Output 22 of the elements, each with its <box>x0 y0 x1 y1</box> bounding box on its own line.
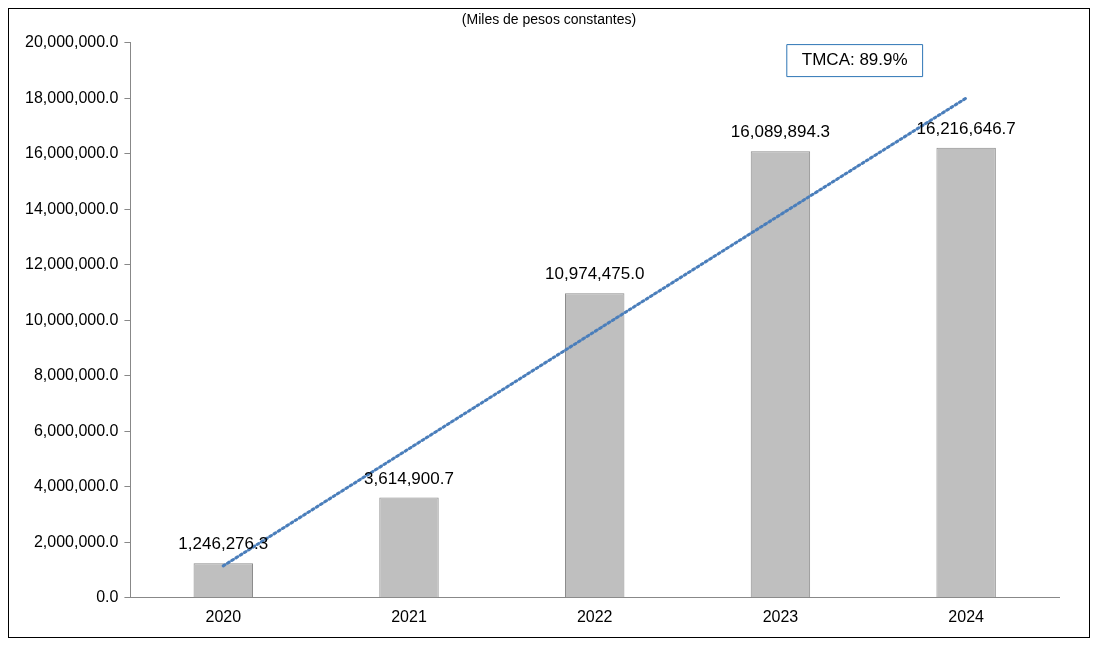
x-tick-label: 2021 <box>391 607 427 625</box>
data-label: 16,089,894.3 <box>730 122 831 142</box>
chart-subtitle: (Miles de pesos constantes) <box>460 10 638 27</box>
x-tick-label: 2022 <box>576 607 613 625</box>
y-tick-label: 16,000,000.0 <box>25 144 119 162</box>
data-label: 10,974,475.0 <box>545 264 645 284</box>
y-tick-label: 4,000,000.0 <box>33 477 119 495</box>
y-tick-label: 2,000,000.0 <box>33 532 119 550</box>
y-tick-label: 14,000,000.0 <box>25 199 119 217</box>
y-tick-label: 10,000,000.0 <box>25 310 119 328</box>
y-tick-label: 8,000,000.0 <box>33 366 119 384</box>
y-tick-label: 20,000,000.0 <box>25 33 119 51</box>
y-tick-label: 18,000,000.0 <box>25 88 119 106</box>
x-tick-label: 2023 <box>762 607 799 625</box>
x-tick-label: 2024 <box>948 607 985 625</box>
y-tick-label: 6,000,000.0 <box>33 421 119 439</box>
data-label: 16,216,646.7 <box>916 118 1016 138</box>
annotation: TMCA: 89.9% <box>801 50 908 70</box>
y-tick-label: 12,000,000.0 <box>25 255 119 273</box>
data-label: 3,614,900.7 <box>364 468 454 488</box>
y-tick-label: 0.0 <box>96 588 119 606</box>
x-tick-label: 2020 <box>205 607 242 625</box>
